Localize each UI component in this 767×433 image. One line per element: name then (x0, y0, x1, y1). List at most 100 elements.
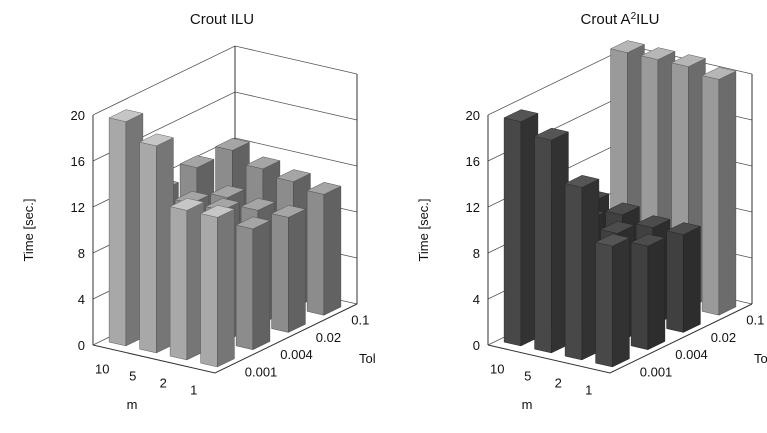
floor-edge (92, 303, 358, 374)
bar (630, 233, 666, 351)
y-tick-label: 20 (71, 108, 85, 123)
tol-tick-label: 0.02 (711, 330, 736, 345)
bar-front-face (666, 230, 684, 333)
y-tick-label: 12 (71, 200, 85, 215)
chart-2: Crout A2ILU 0 4 8 12 16 20 Time [sec.] 10 5 2 1 m 0.0… (416, 11, 767, 412)
bar-top-face (604, 202, 641, 216)
bar-top-face (564, 175, 600, 188)
bar-front-face (169, 206, 188, 361)
tol-tick-label: 0.004 (675, 347, 708, 362)
y-axis-label: Time [sec.] (416, 198, 431, 261)
m-tick-label: 2 (160, 376, 167, 391)
bar-top-face (108, 109, 144, 122)
bar-top-face (179, 155, 215, 168)
bar-top-face (235, 216, 271, 230)
y-tick-label: 8 (78, 246, 85, 261)
m-tick-label: 10 (490, 362, 504, 377)
m-axis-label: m (127, 397, 138, 412)
y-tick-label: 8 (473, 246, 480, 261)
bar-front-face (200, 213, 218, 368)
tol-tick-label: 0.004 (280, 347, 313, 362)
bar (138, 133, 175, 354)
bar-front-face (139, 141, 157, 354)
bar-top-face (240, 198, 276, 211)
tol-axis-label: Tol (359, 351, 376, 366)
bar-top-face (275, 169, 312, 182)
chart-title: Crout ILU (190, 11, 254, 28)
m-axis-label: m (522, 397, 533, 412)
bar-top-face (640, 47, 676, 60)
bar-top-face (270, 205, 307, 218)
bar-front-face (564, 183, 583, 361)
bar-top-face (635, 215, 671, 228)
tol-axis-label: Tol (754, 351, 767, 366)
bar-front-face (630, 241, 649, 351)
bar-top-face (503, 109, 539, 122)
tol-tick-label: 0.001 (245, 364, 278, 379)
bar-top-face (169, 198, 205, 211)
tol-tick-label: 0.02 (316, 330, 341, 345)
bar-top-face (306, 182, 342, 195)
bar-top-face (599, 221, 636, 234)
bar-top-face (665, 222, 702, 235)
bar-side-face (612, 237, 630, 368)
y-tick-label: 16 (71, 154, 85, 169)
bar (665, 222, 702, 333)
bar (594, 233, 631, 368)
m-tick-label: 1 (190, 383, 197, 398)
bar-side-face (288, 208, 306, 333)
tol-tick-label: 0.1 (351, 313, 369, 328)
chart-title: Crout A2ILU (581, 11, 660, 28)
bar-top-face (214, 138, 251, 151)
bar (108, 109, 144, 347)
bar-top-face (630, 233, 666, 247)
y-tick-label: 0 (78, 338, 85, 353)
bar-side-face (647, 237, 666, 351)
bar-top-face (138, 133, 175, 147)
chart-1: Crout ILU 0 4 8 12 16 20 Time [sec.] 10 5 2 1 m 0.001… (21, 11, 376, 412)
bar-front-face (306, 190, 325, 316)
bar-top-face (199, 205, 236, 218)
bar-side-face (217, 208, 235, 368)
bar-front-face (534, 135, 552, 354)
bar-front-face (271, 213, 289, 333)
bar-top-face (209, 185, 246, 198)
bar-front-face (595, 241, 613, 368)
m-tick-label: 5 (524, 369, 531, 384)
m-tick-label: 10 (95, 362, 109, 377)
bar (564, 175, 600, 361)
bar (701, 67, 737, 316)
y-tick-label: 4 (78, 292, 85, 307)
bar-front-face (108, 117, 127, 347)
bar (169, 198, 205, 361)
m-tick-label: 2 (555, 376, 562, 391)
bar-front-face (235, 224, 254, 351)
y-axis-label: Time [sec.] (21, 198, 36, 261)
bar-side-face (252, 220, 271, 351)
bar (235, 216, 271, 351)
bar (306, 182, 342, 316)
bar-front-face (701, 75, 720, 316)
bar-top-face (670, 54, 707, 67)
bar (270, 205, 307, 333)
bar-side-face (718, 70, 737, 316)
y-tick-label: 4 (473, 292, 480, 307)
bar-front-face (503, 117, 522, 347)
bar-top-face (609, 40, 646, 53)
y-tick-label: 16 (466, 154, 480, 169)
bar (199, 205, 236, 368)
floor-edge (487, 303, 753, 374)
bar-top-face (594, 233, 631, 247)
y-tick-label: 20 (466, 108, 480, 123)
bar-top-face (701, 67, 737, 80)
y-tick-label: 12 (466, 200, 480, 215)
m-tick-label: 5 (129, 369, 136, 384)
gridline (92, 45, 358, 116)
bar (533, 127, 570, 354)
bar-side-face (323, 185, 342, 316)
m-tick-label: 1 (585, 383, 592, 398)
bar-side-face (683, 225, 701, 333)
bar-top-face (245, 156, 281, 170)
tol-tick-label: 0.001 (640, 364, 673, 379)
